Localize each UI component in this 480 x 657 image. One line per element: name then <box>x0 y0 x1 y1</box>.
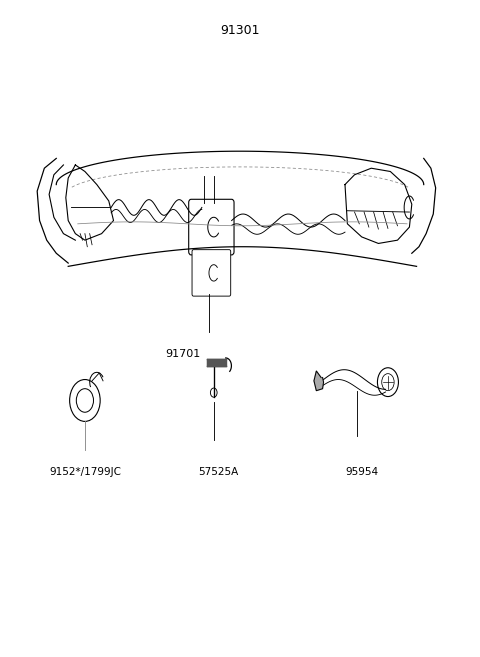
Text: 91701: 91701 <box>165 350 200 359</box>
Text: 57525A: 57525A <box>198 467 239 477</box>
FancyBboxPatch shape <box>192 250 231 296</box>
Text: 95954: 95954 <box>345 467 378 477</box>
Circle shape <box>377 368 398 397</box>
Text: 91301: 91301 <box>220 24 260 37</box>
Polygon shape <box>314 371 324 391</box>
Text: 9152*/1799JC: 9152*/1799JC <box>49 467 121 477</box>
FancyBboxPatch shape <box>189 199 234 255</box>
